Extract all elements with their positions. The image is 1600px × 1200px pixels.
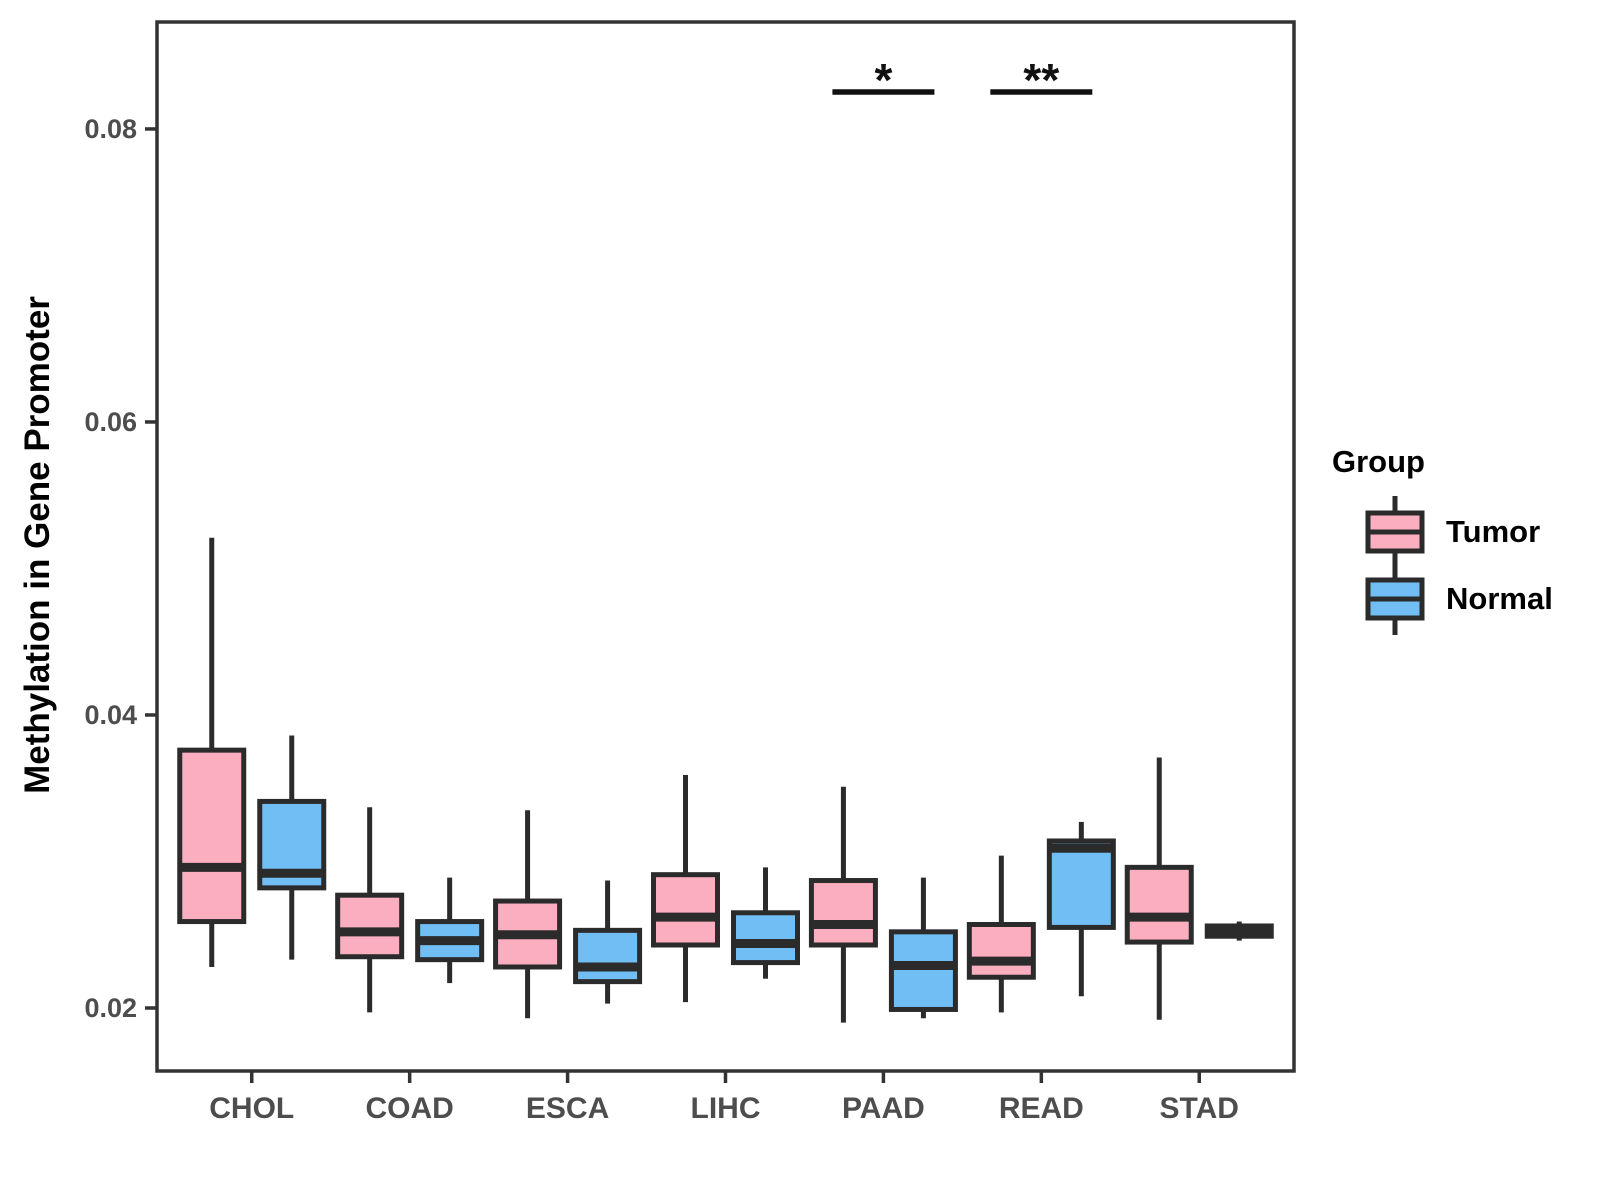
- boxplot-key-icon: [1365, 563, 1425, 635]
- y-tick-label: 0.04: [84, 700, 137, 730]
- significance-label-paad: *: [874, 54, 892, 106]
- legend-entry-tumor: Tumor: [1365, 494, 1592, 570]
- legend: Group Tumor Normal: [1332, 444, 1592, 637]
- legend-label-normal: Normal: [1446, 581, 1553, 616]
- x-tick-label-coad: COAD: [365, 1092, 453, 1125]
- box-read-tumor: [966, 921, 1036, 980]
- box-esca-normal: [573, 927, 643, 985]
- box-read-normal: [1046, 838, 1116, 930]
- y-axis-title: Methylation in Gene Promoter: [18, 296, 57, 794]
- box-coad-tumor: [335, 892, 405, 960]
- box-paad-tumor: [808, 878, 878, 948]
- x-tick-label-esca: ESCA: [526, 1092, 609, 1125]
- x-tick-label-stad: STAD: [1160, 1092, 1239, 1125]
- box-stad-tumor: [1124, 864, 1194, 945]
- x-tick-label-read: READ: [999, 1092, 1084, 1125]
- box-lihc-tumor: [651, 872, 720, 948]
- significance-label-read: **: [1023, 54, 1059, 106]
- y-tick-label: 0.02: [84, 993, 137, 1023]
- y-tick-label: 0.08: [84, 114, 137, 144]
- legend-entry-normal: Normal: [1365, 561, 1592, 637]
- panel-border: [155, 20, 1296, 1073]
- boxplot-key-icon: [1365, 496, 1425, 568]
- y-tick-label: 0.06: [84, 407, 137, 437]
- legend-label-tumor: Tumor: [1446, 514, 1541, 549]
- x-tick-label-chol: CHOL: [209, 1092, 294, 1125]
- x-tick-label-paad: PAAD: [842, 1092, 925, 1125]
- box-lihc-normal: [731, 910, 800, 966]
- legend-title: Group: [1332, 444, 1425, 479]
- box-chol-tumor: [177, 747, 247, 925]
- x-tick-label-lihc: LIHC: [691, 1092, 761, 1125]
- box-paad-normal: [888, 929, 958, 1012]
